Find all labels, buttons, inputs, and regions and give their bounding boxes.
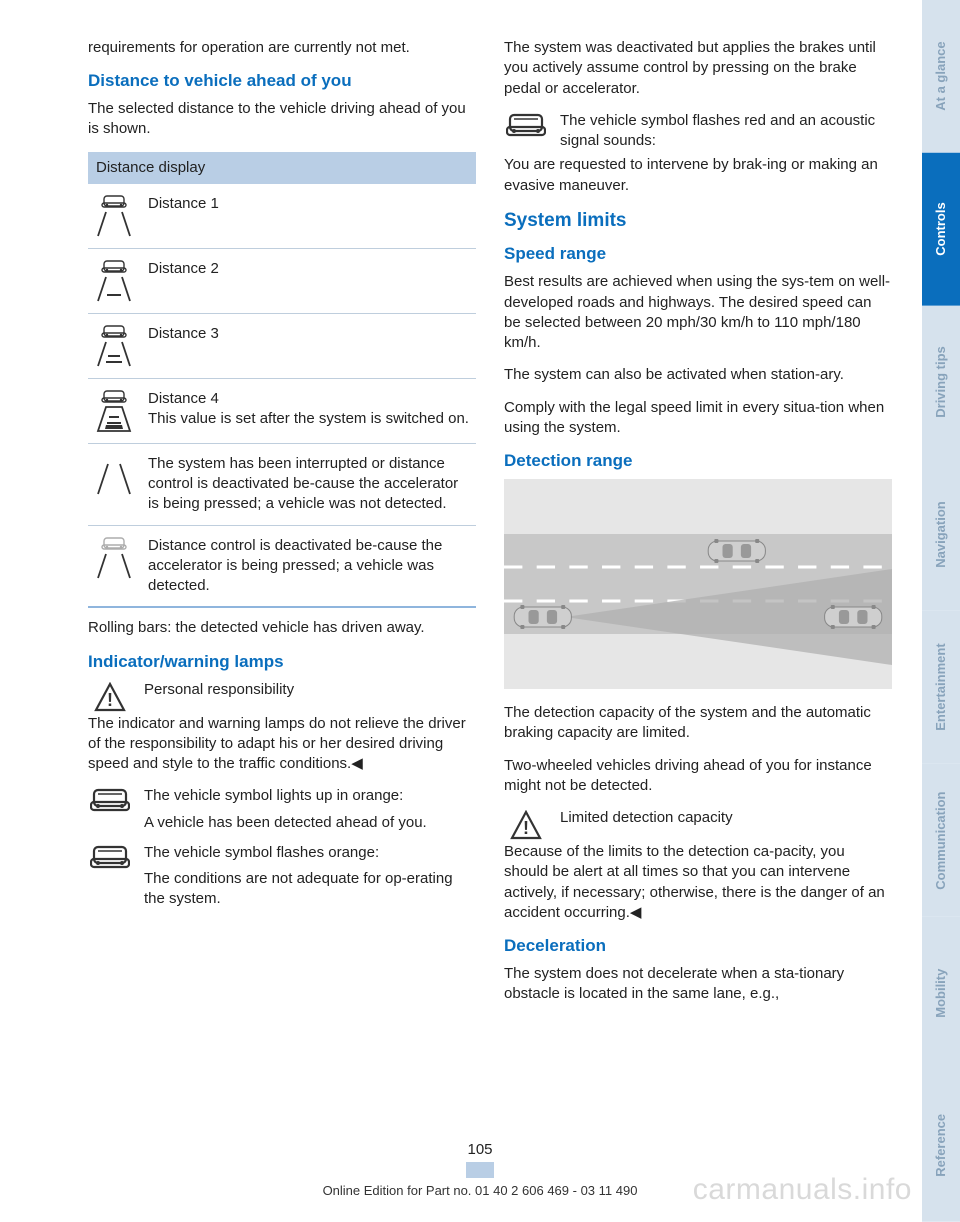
distance-2-icon <box>92 259 136 303</box>
vehicle-symbol-icon <box>88 786 132 814</box>
table-row: Distance control is deactivated be‐cause… <box>88 526 476 607</box>
warning-body: Because of the limits to the detection c… <box>504 842 892 923</box>
vehicle-symbol-icon <box>504 111 548 139</box>
paragraph: Two-wheeled vehicles driving ahead of yo… <box>504 756 892 797</box>
vehicle-symbol-icon <box>88 843 132 871</box>
tab-navigation[interactable]: Navigation <box>922 458 960 611</box>
paragraph: The system can also be activated when st… <box>504 365 892 385</box>
warning-block: Personal responsibility <box>88 680 476 712</box>
info-text: A vehicle has been detected ahead of you… <box>144 813 476 833</box>
table-row: Distance 1 <box>88 184 476 249</box>
paragraph: Comply with the legal speed limit in eve… <box>504 398 892 439</box>
left-column: requirements for operation are currently… <box>88 38 476 1222</box>
info-text: The vehicle symbol flashes red and an ac… <box>560 111 892 152</box>
heading-deceleration: Deceleration <box>504 935 892 958</box>
paragraph: The system was deactivated but applies t… <box>504 38 892 99</box>
distance-3-icon <box>92 324 136 368</box>
warning-body: The indicator and warning lamps do not r… <box>88 714 476 775</box>
distance-1-icon <box>92 194 136 238</box>
heading-system-limits: System limits <box>504 208 892 234</box>
warning-block: Limited detection capacity <box>504 808 892 840</box>
warning-icon <box>88 680 132 712</box>
sidebar-tabs: At a glance Controls Driving tips Naviga… <box>922 0 960 1222</box>
page-number: 105 <box>450 1140 510 1178</box>
heading-indicator-lamps: Indicator/warning lamps <box>88 651 476 674</box>
warning-icon <box>504 808 548 840</box>
info-block: The vehicle symbol flashes red and an ac… <box>504 111 892 152</box>
intro-text: requirements for operation are currently… <box>88 38 476 58</box>
tab-mobility[interactable]: Mobility <box>922 917 960 1070</box>
right-column: The system was deactivated but applies t… <box>504 38 892 1222</box>
watermark: carmanuals.info <box>693 1170 912 1211</box>
cell-text: Distance 2 <box>148 259 472 279</box>
paragraph: The detection capacity of the system and… <box>504 703 892 744</box>
cell-text: Distance control is deactivated be‐cause… <box>148 536 472 597</box>
table-row: Distance 4 This value is set after the s… <box>88 379 476 444</box>
cell-text: Distance 4 <box>148 389 472 409</box>
heading-detection-range: Detection range <box>504 450 892 473</box>
cell-text: The system has been interrupted or dista… <box>148 454 472 515</box>
heading-distance: Distance to vehicle ahead of you <box>88 70 476 93</box>
warning-title: Limited detection capacity <box>560 808 892 828</box>
info-block: The vehicle symbol flashes orange: The c… <box>88 843 476 910</box>
distance-4-icon <box>92 389 136 433</box>
tab-communication[interactable]: Communication <box>922 764 960 917</box>
lanes-empty-icon <box>92 454 136 498</box>
paragraph: The selected distance to the vehicle dri… <box>88 99 476 140</box>
cell-text: Distance 1 <box>148 194 472 214</box>
table-row: The system has been interrupted or dista… <box>88 444 476 526</box>
paragraph: The system does not decelerate when a st… <box>504 964 892 1005</box>
heading-speed-range: Speed range <box>504 243 892 266</box>
info-text: The vehicle symbol flashes orange: <box>144 843 476 863</box>
distance-table: Distance display Distance 1 Distance 2 <box>88 152 476 609</box>
table-header: Distance display <box>88 152 476 184</box>
lanes-car-light-icon <box>92 536 136 580</box>
tab-entertainment[interactable]: Entertainment <box>922 611 960 764</box>
cell-text: Distance 3 <box>148 324 472 344</box>
warning-title: Personal responsibility <box>144 680 476 700</box>
detection-range-diagram <box>504 479 892 689</box>
paragraph: Rolling bars: the detected vehicle has d… <box>88 618 476 638</box>
tab-driving-tips[interactable]: Driving tips <box>922 306 960 459</box>
tab-controls[interactable]: Controls <box>922 153 960 306</box>
info-text: The conditions are not adequate for op‐e… <box>144 869 476 910</box>
table-row: Distance 3 <box>88 314 476 379</box>
cell-text: This value is set after the system is sw… <box>148 409 472 429</box>
info-block: The vehicle symbol lights up in orange: … <box>88 786 476 833</box>
info-text: The vehicle symbol lights up in orange: <box>144 786 476 806</box>
table-row: Distance 2 <box>88 249 476 314</box>
paragraph: You are requested to intervene by brak‐i… <box>504 155 892 196</box>
tab-at-a-glance[interactable]: At a glance <box>922 0 960 153</box>
paragraph: Best results are achieved when using the… <box>504 272 892 353</box>
